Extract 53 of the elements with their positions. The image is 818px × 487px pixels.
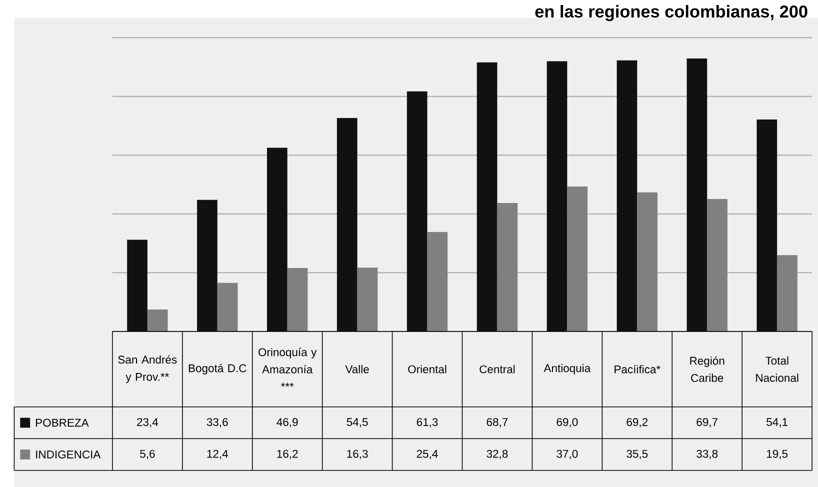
data-label: 37,0: [556, 450, 578, 460]
bar: [127, 240, 148, 332]
chart-title: en las regiones colombianas, 200: [535, 4, 808, 21]
data-label: 35,5: [626, 450, 648, 460]
bar: [616, 60, 638, 332]
bar: [637, 192, 658, 332]
data-label: 23,4: [137, 418, 158, 428]
bar: [546, 61, 568, 332]
bar: [567, 186, 588, 332]
x-tick-label: Valle: [345, 364, 369, 374]
data-label: 16,3: [347, 450, 368, 460]
x-tick-label: Bogotá D.C: [188, 364, 246, 374]
data-label: 69,0: [556, 418, 578, 428]
data-label: 19,5: [766, 450, 788, 460]
x-tick-label: Central: [480, 364, 515, 374]
x-tick-label: Oriental: [408, 364, 446, 374]
data-label: 69,7: [696, 418, 718, 428]
bar: [217, 282, 238, 332]
bar: [267, 148, 288, 332]
data-label: 46,9: [276, 418, 298, 428]
x-tick-label: San Andrés y Prov.**: [118, 355, 177, 383]
x-tick-label: Total Nacional: [756, 356, 798, 382]
bar: [197, 200, 218, 332]
data-label: 68,7: [486, 418, 508, 428]
x-tick-label: Antioquia: [544, 364, 591, 374]
bar: [707, 198, 728, 332]
data-label: 54,1: [766, 418, 788, 428]
bar: [357, 267, 378, 332]
x-tick-label: Orinoquía y Amazonía ***: [258, 348, 317, 387]
bar: [777, 254, 798, 332]
data-label: 5,6: [140, 450, 155, 460]
bar: [147, 309, 168, 332]
data-label: 54,5: [346, 418, 368, 428]
data-label: 32,8: [486, 450, 508, 460]
legend-label: INDIGENCIA: [36, 450, 101, 458]
data-label: 33,6: [206, 418, 228, 428]
legend-label: POBREZA: [36, 418, 89, 427]
bar: [427, 232, 448, 332]
bar: [287, 268, 308, 332]
data-label: 25,4: [416, 450, 438, 460]
data-label: 33,8: [696, 450, 718, 460]
data-label: 61,3: [416, 418, 438, 428]
bar: [476, 62, 498, 332]
bar: [756, 119, 778, 332]
x-tick-label: Pacíifica*: [614, 364, 660, 374]
data-label: 16,2: [277, 450, 298, 460]
bar: [336, 118, 358, 332]
bar: [497, 202, 518, 332]
bar: [406, 91, 428, 332]
data-label: 69,2: [626, 418, 648, 428]
x-tick-label: Región Caribe: [690, 356, 724, 382]
bar: [686, 58, 708, 332]
data-label: 12,4: [207, 450, 228, 460]
